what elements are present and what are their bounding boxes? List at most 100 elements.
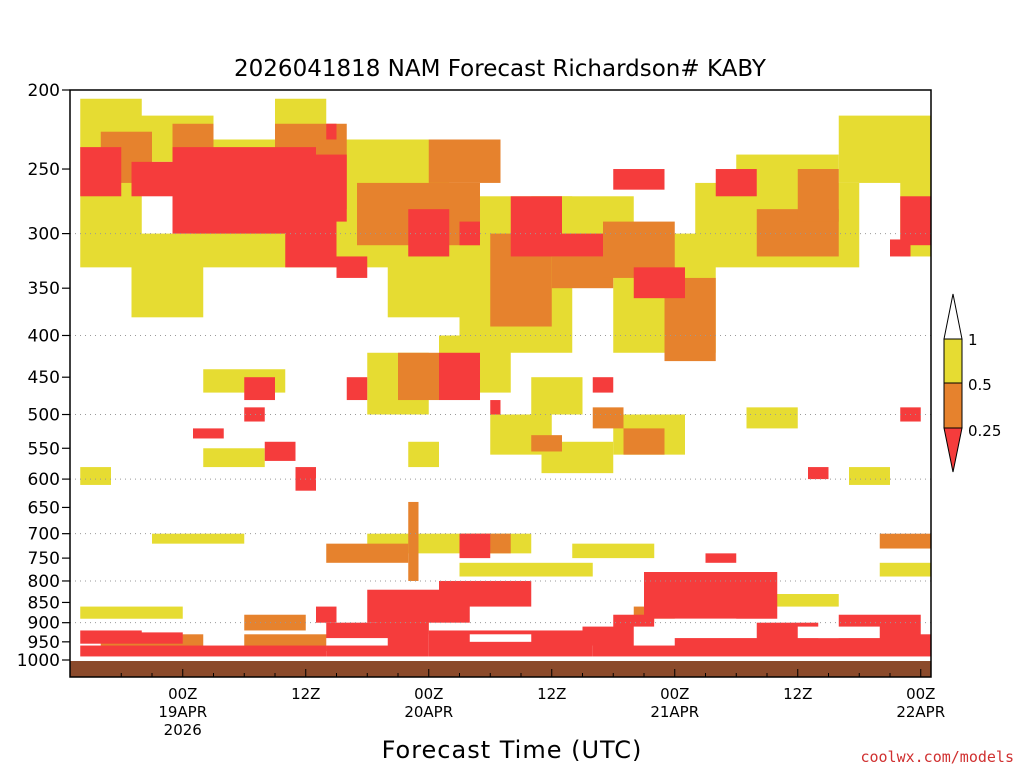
heat-cell xyxy=(644,572,778,619)
source-credit: coolwx.com/models xyxy=(860,748,1014,766)
y-tick-label: 900 xyxy=(28,614,60,634)
heat-cell xyxy=(900,196,931,246)
heat-cell xyxy=(193,428,224,439)
heat-cell xyxy=(890,239,911,257)
heat-cell xyxy=(152,533,245,544)
heat-cell xyxy=(428,139,501,183)
heat-cell xyxy=(879,562,931,577)
y-tick-label: 500 xyxy=(28,406,60,426)
heat-cell xyxy=(316,606,337,623)
x-tick-label: 21APR xyxy=(650,703,699,721)
x-tick-label: 00Z xyxy=(660,685,689,703)
heat-cell xyxy=(80,606,183,619)
heat-cell xyxy=(715,169,757,197)
heat-cell xyxy=(849,467,890,485)
heat-gap xyxy=(141,622,204,633)
heat-cell xyxy=(890,634,931,657)
heat-cell xyxy=(408,441,439,468)
heat-cell xyxy=(439,580,532,607)
heat-cell xyxy=(705,553,737,563)
colorbar-bin xyxy=(943,338,963,384)
heat-cell xyxy=(623,428,665,455)
heat-cell xyxy=(459,562,593,577)
heat-cell xyxy=(408,501,419,581)
heat-cell xyxy=(346,377,368,401)
x-tick-label: 00Z xyxy=(168,685,197,703)
colorbar-label: 0.5 xyxy=(968,376,992,394)
heat-cell xyxy=(131,161,173,197)
heat-cell xyxy=(203,448,265,468)
x-tick-label: 19APR xyxy=(158,703,207,721)
y-axis: 200 250 300 350 400 450 500 550 600 650 700 750 8008… xyxy=(17,81,70,671)
heat-cell xyxy=(562,233,603,257)
x-tick-label: 00Z xyxy=(906,685,935,703)
plot-frame xyxy=(69,89,932,678)
heat-cell xyxy=(285,209,337,268)
heat-cell xyxy=(439,352,480,401)
heat-cell xyxy=(408,209,450,257)
gridlines xyxy=(70,233,931,624)
heat-cell xyxy=(808,467,829,480)
colorbar-bottom-triangle xyxy=(943,427,963,473)
y-tick-label: 650 xyxy=(28,498,60,518)
x-tick-label: 12Z xyxy=(537,685,566,703)
y-tick-label: 850 xyxy=(28,593,60,613)
heat-gap xyxy=(326,638,388,646)
y-tick-label: 400 xyxy=(28,326,60,346)
heat-cell xyxy=(459,533,491,559)
y-tick-label: 800 xyxy=(28,572,60,592)
colorbar-bin xyxy=(943,382,963,429)
heat-cell xyxy=(264,441,296,461)
x-tick-label: 00Z xyxy=(414,685,443,703)
heat-gap xyxy=(654,618,737,635)
heat-cell xyxy=(879,533,931,549)
heat-cell xyxy=(80,645,327,657)
y-tick-label: 700 xyxy=(28,525,60,545)
x-tick-label: 12Z xyxy=(783,685,812,703)
y-tick-label: 1000 xyxy=(17,651,60,671)
colorbar-top-triangle xyxy=(943,293,963,340)
heat-cell xyxy=(490,400,501,415)
heat-cell xyxy=(80,467,111,485)
heat-cell xyxy=(797,169,839,222)
y-tick-label: 600 xyxy=(28,470,60,490)
heat-cell xyxy=(244,407,265,422)
heat-cell xyxy=(336,256,368,278)
y-tick-label: 750 xyxy=(28,549,60,569)
heat-cell xyxy=(80,630,183,644)
y-tick-label: 950 xyxy=(28,633,60,653)
chart-title: 2026041818 NAM Forecast Richardson# KABY xyxy=(234,56,767,82)
colorbar-legend: 1 0.5 0.25 xyxy=(943,293,1001,473)
y-tick-label: 450 xyxy=(28,368,60,388)
heat-cell xyxy=(459,221,480,246)
y-tick-label: 300 xyxy=(28,225,60,245)
heat-cell xyxy=(531,377,583,415)
x-tick-label: 20APR xyxy=(404,703,453,721)
heat-cell xyxy=(326,543,409,563)
heat-gap xyxy=(797,626,880,639)
heat-cell xyxy=(510,196,562,257)
heat-cell xyxy=(592,407,624,429)
heat-gap xyxy=(469,634,532,642)
x-tick-label: 2026 xyxy=(164,721,202,739)
heat-cell xyxy=(531,435,562,452)
colorbar-label: 0.25 xyxy=(968,422,1001,440)
heat-cell xyxy=(613,169,665,190)
x-tick-label: 22APR xyxy=(896,703,945,721)
heat-cell xyxy=(633,267,685,299)
y-tick-label: 250 xyxy=(28,160,60,180)
y-tick-label: 200 xyxy=(28,81,60,101)
heat-cell xyxy=(244,377,275,401)
x-tick-label: 12Z xyxy=(291,685,320,703)
x-axis-title: Forecast Time (UTC) xyxy=(382,736,643,764)
colorbar-label: 1 xyxy=(968,331,978,349)
y-tick-label: 350 xyxy=(28,279,60,299)
heat-cell xyxy=(572,543,655,559)
heat-cell xyxy=(326,123,337,140)
heat-cell xyxy=(80,147,122,197)
heat-cell xyxy=(398,352,439,401)
heat-cell xyxy=(592,377,614,393)
heat-cell xyxy=(131,233,204,318)
